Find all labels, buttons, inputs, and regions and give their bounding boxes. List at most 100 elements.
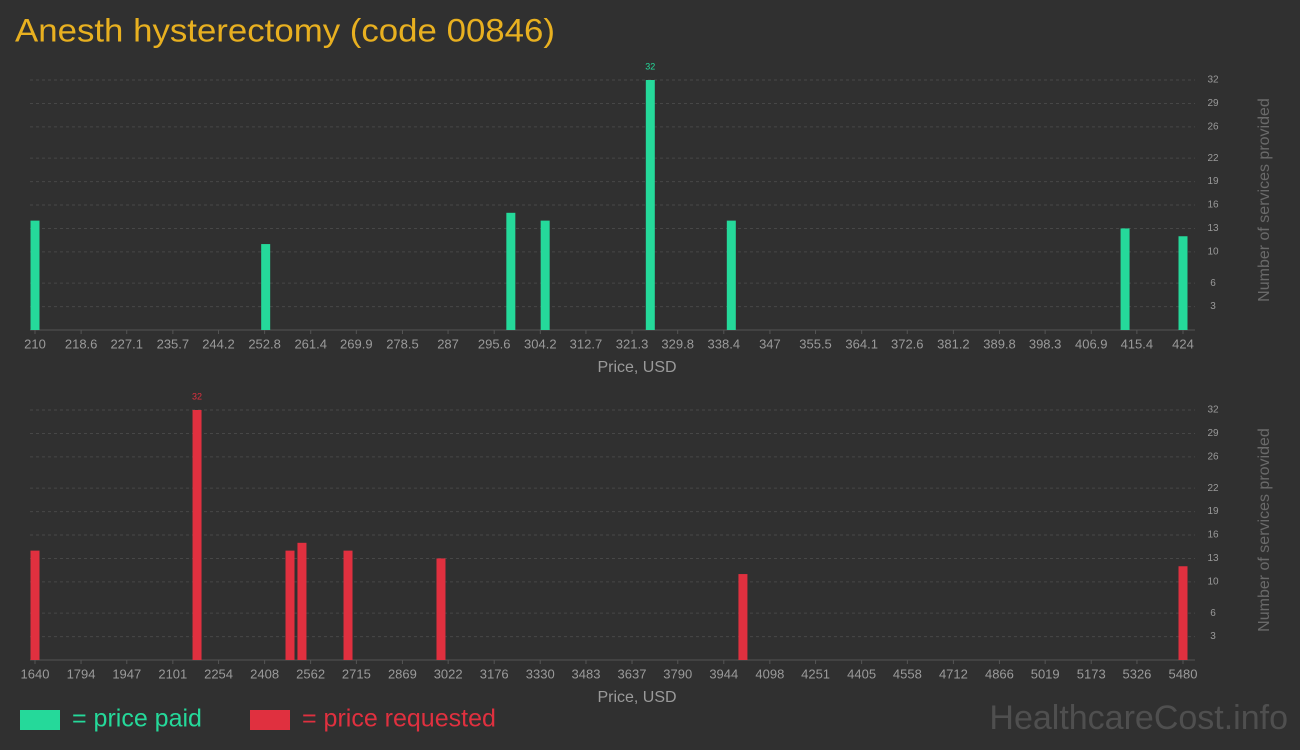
bar: [261, 244, 271, 330]
bar: [506, 212, 516, 330]
y-tick-label: 32: [1207, 75, 1219, 86]
y-tick-label: 29: [1207, 428, 1219, 439]
y-tick-label: 26: [1207, 122, 1219, 133]
x-tick-label: 1794: [67, 666, 96, 681]
x-tick-label: 269.9: [340, 336, 373, 351]
x-tick-label: 338.4: [708, 336, 741, 351]
x-tick-label: 355.5: [799, 336, 832, 351]
x-axis-label: Price, USD: [597, 359, 676, 376]
bar: [726, 220, 736, 330]
x-tick-label: 4866: [985, 666, 1014, 681]
y-tick-label: 29: [1207, 98, 1219, 109]
y-tick-label: 32: [1207, 405, 1219, 416]
x-tick-label: 389.8: [983, 336, 1016, 351]
x-tick-label: 424: [1172, 336, 1194, 351]
y-tick-label: 3: [1210, 631, 1216, 642]
y-tick-label: 10: [1207, 247, 1219, 258]
x-tick-label: 295.6: [478, 336, 511, 351]
x-tick-label: 381.2: [937, 336, 970, 351]
y-axis-label: Number of services provided: [1256, 428, 1273, 632]
x-tick-label: 278.5: [386, 336, 419, 351]
x-tick-label: 3022: [434, 666, 463, 681]
bar: [30, 550, 40, 660]
x-tick-label: 4558: [893, 666, 922, 681]
chart-title: Anesth hysterectomy (code 00846): [15, 12, 555, 48]
x-tick-label: 210: [24, 336, 46, 351]
x-tick-label: 415.4: [1121, 336, 1154, 351]
x-tick-label: 4405: [847, 666, 876, 681]
x-tick-label: 287: [437, 336, 459, 351]
x-tick-label: 5480: [1169, 666, 1198, 681]
x-tick-label: 312.7: [570, 336, 603, 351]
y-tick-label: 13: [1207, 223, 1219, 234]
bar: [192, 410, 202, 660]
x-tick-label: 218.6: [65, 336, 98, 351]
x-tick-label: 372.6: [891, 336, 924, 351]
y-tick-label: 19: [1207, 506, 1219, 517]
x-tick-label: 4098: [755, 666, 784, 681]
legend-label: = price paid: [72, 705, 202, 733]
y-tick-label: 6: [1210, 278, 1216, 289]
x-tick-label: 2254: [204, 666, 233, 681]
bar: [285, 550, 295, 660]
x-tick-label: 406.9: [1075, 336, 1108, 351]
x-tick-label: 3483: [572, 666, 601, 681]
data-label: 32: [192, 391, 202, 401]
legend-swatch: [250, 710, 290, 730]
x-tick-label: 329.8: [661, 336, 694, 351]
x-tick-label: 244.2: [202, 336, 235, 351]
x-tick-label: 4251: [801, 666, 830, 681]
x-tick-label: 252.8: [248, 336, 281, 351]
bar: [1120, 228, 1130, 330]
x-tick-label: 5173: [1077, 666, 1106, 681]
x-tick-label: 347: [759, 336, 781, 351]
legend-label: = price requested: [302, 705, 496, 733]
bar: [1178, 566, 1188, 660]
bar: [1178, 236, 1188, 330]
x-tick-label: 1947: [112, 666, 141, 681]
x-tick-label: 3790: [663, 666, 692, 681]
x-tick-label: 2869: [388, 666, 417, 681]
x-tick-label: 235.7: [157, 336, 190, 351]
x-tick-label: 1640: [21, 666, 50, 681]
y-tick-label: 16: [1207, 530, 1219, 541]
legend-swatch: [20, 710, 60, 730]
x-tick-label: 3944: [709, 666, 738, 681]
bar: [540, 220, 550, 330]
x-tick-label: 227.1: [110, 336, 143, 351]
bar: [645, 80, 655, 330]
x-tick-label: 398.3: [1029, 336, 1062, 351]
y-tick-label: 10: [1207, 577, 1219, 588]
data-label: 32: [645, 61, 655, 71]
bar: [30, 220, 40, 330]
x-tick-label: 2562: [296, 666, 325, 681]
x-tick-label: 304.2: [524, 336, 557, 351]
x-tick-label: 3176: [480, 666, 509, 681]
x-tick-label: 2101: [158, 666, 187, 681]
bar: [436, 558, 446, 660]
y-tick-label: 26: [1207, 452, 1219, 463]
x-tick-label: 3330: [526, 666, 555, 681]
x-tick-label: 321.3: [616, 336, 649, 351]
x-axis-label: Price, USD: [597, 689, 676, 706]
y-tick-label: 19: [1207, 176, 1219, 187]
y-tick-label: 16: [1207, 200, 1219, 211]
x-tick-label: 4712: [939, 666, 968, 681]
y-tick-label: 6: [1210, 608, 1216, 619]
y-tick-label: 3: [1210, 301, 1216, 312]
y-axis-label: Number of services provided: [1256, 98, 1273, 302]
x-tick-label: 5019: [1031, 666, 1060, 681]
x-tick-label: 261.4: [294, 336, 327, 351]
y-tick-label: 22: [1207, 153, 1219, 164]
x-tick-label: 3637: [618, 666, 647, 681]
x-tick-label: 2408: [250, 666, 279, 681]
y-tick-label: 22: [1207, 483, 1219, 494]
x-tick-label: 2715: [342, 666, 371, 681]
watermark: HealthcareCost.info: [989, 699, 1288, 737]
bar: [738, 574, 748, 660]
x-tick-label: 5326: [1122, 666, 1151, 681]
x-tick-label: 364.1: [845, 336, 878, 351]
bar: [343, 550, 353, 660]
